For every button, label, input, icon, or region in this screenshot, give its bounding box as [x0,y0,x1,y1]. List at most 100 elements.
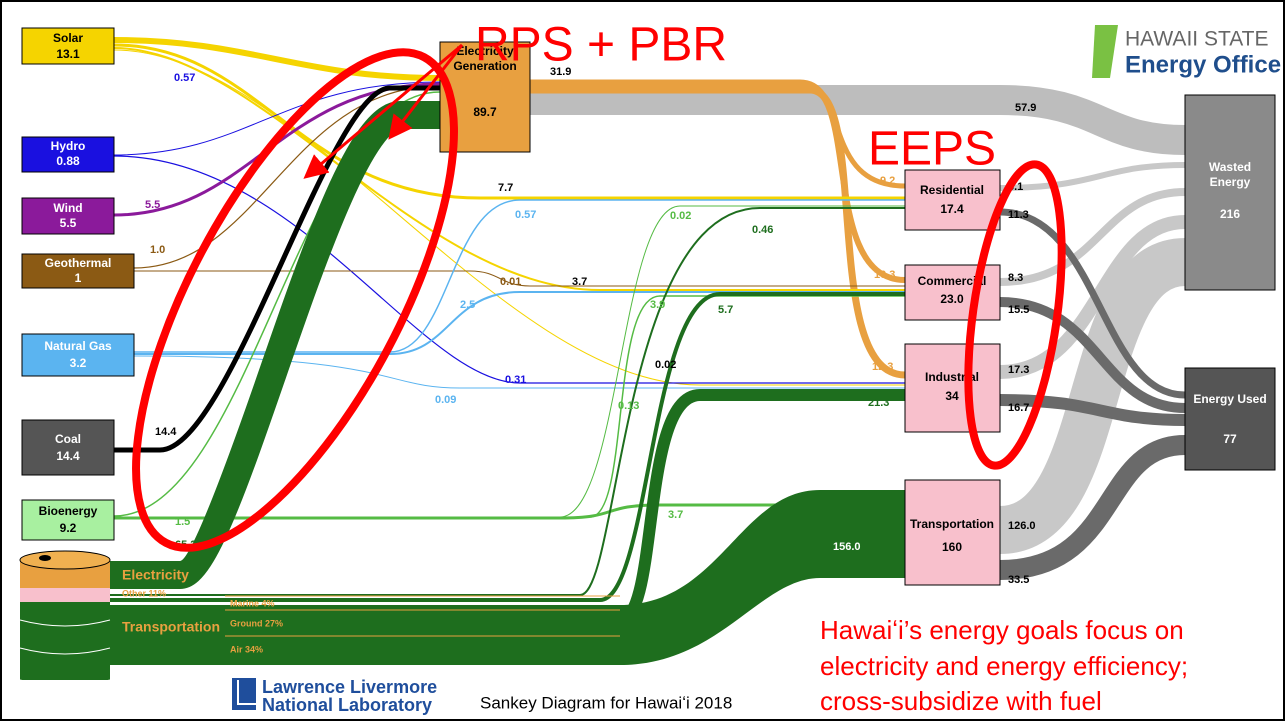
node-value: 1 [75,271,82,285]
node-value: 3.2 [70,356,87,370]
node-label: Bioenergy [39,504,98,518]
logo-text: HAWAII STATE [1125,28,1269,51]
node-value: 14.4 [56,449,80,463]
node-label: Wasted Energy [1208,160,1252,189]
flow [530,85,1186,155]
flow-label: 7.7 [498,182,513,194]
node-value: 13.1 [56,47,80,61]
flow [999,394,1186,426]
flow [997,238,1188,554]
flow [110,490,905,665]
node-label: Wind [53,201,82,215]
barrel [19,550,111,687]
flow-label: 156.0 [833,541,861,553]
flow [134,270,905,287]
annotation: RPS + PBR [475,19,727,72]
barrel-label: Marine 4% [230,598,275,608]
node-label-box: Electricity Generation [453,44,517,73]
flow-label: 12.3 [872,361,893,373]
flow-label: 2.5 [460,299,475,311]
node [21,499,115,541]
flow-label: 8.3 [1008,272,1023,284]
node [21,197,115,235]
flow-label: 17.3 [1008,364,1029,376]
flow-label: 0.57 [515,209,536,221]
flow [110,292,905,602]
node [904,343,1001,433]
node-label: Electricity Generation [453,44,517,73]
barrel-cap [39,555,51,561]
flow [113,49,905,386]
logo-text: Energy Office [1125,51,1281,78]
node [1184,367,1276,471]
flow-label: 21.3 [868,397,889,409]
node-value: 9.2 [60,521,77,535]
barrel-label: Other 11% [122,588,166,598]
node-label: Hydro [51,139,86,153]
node-value: 34 [945,389,959,403]
barrel-label: Electricity [122,567,189,583]
flow [110,101,440,589]
flow [559,205,905,518]
flow-label: 14.4 [155,426,177,438]
flow-label: 3.9 [650,299,665,311]
node-label: Coal [55,432,81,446]
flow-label: 0.31 [505,374,526,386]
flow-label: 31.9 [550,66,571,78]
flow-label: 33.5 [1008,574,1029,586]
node [21,27,115,65]
flow-label: 0.46 [752,224,773,236]
node-value: 23.0 [940,292,964,306]
annotation: cross-subsidize with fuel [820,686,1102,716]
flow-label: 15.5 [1008,304,1029,316]
logo-mark [1092,25,1118,78]
node-value: 5.5 [60,216,77,230]
flow [999,297,1186,413]
node [904,479,1001,586]
node-labels: Solar 13.1 Hydro 0.88 Wind 5.5 Geotherma… [39,31,1267,554]
highlight-ellipse [964,160,1066,470]
logo-text: National Laboratory [262,695,432,715]
annotations: RPS + PBR EEPS Hawaiʻi’s energy goals fo… [132,19,1188,716]
flow-label: 0.13 [618,400,639,412]
flow [134,199,905,353]
flow [530,86,906,379]
node-label: Energy Used [1193,392,1267,406]
node [1184,94,1276,291]
flow-label: 0.01 [500,276,521,288]
node-label: Transportation [910,517,994,531]
flow [999,435,1186,580]
logo-mark [232,678,256,710]
node [21,253,135,289]
flow [114,85,440,453]
flow-label: 126.0 [1008,520,1036,532]
logos: HAWAII STATE Energy Office Lawrence Live… [232,25,1281,715]
node-label-box: Wasted Energy [1208,160,1252,189]
flow-label: 9.2 [880,175,895,187]
barrel-labels: Electricity Other 11% Marine 4% Transpor… [122,567,283,655]
node-label: Geothermal [45,256,112,270]
flow [589,295,905,518]
node [21,333,135,377]
flow-label: 16.7 [1008,402,1029,414]
flow-labels: 0.57 5.5 1.0 14.4 1.5 65.2 31.9 57.9 7.7… [145,66,1036,586]
node [21,419,115,476]
flow-label: 1.5 [175,516,190,528]
annotation: EEPS [868,123,996,176]
flow [999,208,1186,399]
flow [113,155,905,384]
flow [133,85,441,269]
node-label: Residential [920,183,984,197]
logo-mark [237,680,256,705]
flow-label: 1.0 [150,244,165,256]
node-value: 216 [1220,207,1240,221]
node-value: 77 [1223,432,1237,446]
flow [134,291,905,355]
annotation: Hawaiʻi’s energy goals focus on [820,615,1184,645]
flow [113,81,441,156]
node [904,264,1001,321]
arrow [388,44,464,140]
flow-label: 3.7 [668,509,683,521]
flow [113,37,441,81]
